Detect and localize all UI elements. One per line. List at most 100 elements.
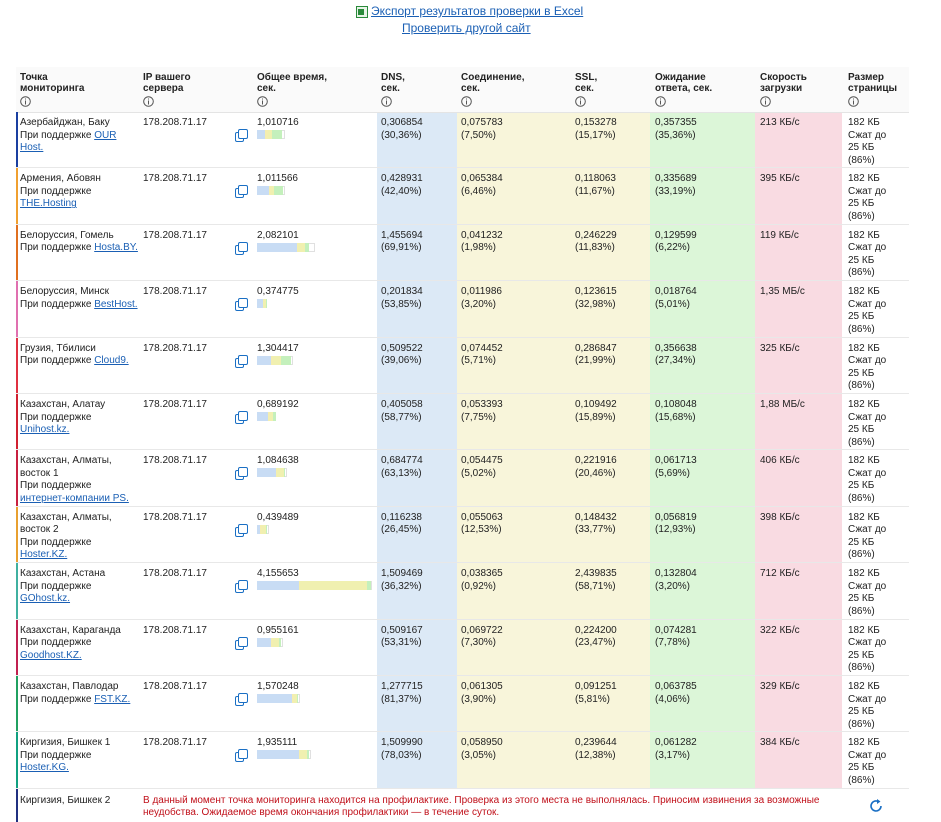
copy-icon[interactable] <box>235 354 248 368</box>
speed: 406 КБ/с <box>760 455 800 467</box>
header-cell: DNS, сек. <box>381 72 405 94</box>
conn-value: 0,054475 <box>461 455 503 467</box>
wait-value: 0,108048 <box>655 399 697 410</box>
time-bar <box>292 694 295 703</box>
copy-icon[interactable] <box>235 693 248 706</box>
header-cell: Общее время, сек. <box>257 72 327 94</box>
host-link[interactable]: OUR Host. <box>20 129 117 154</box>
page-size: 182 КБ Сжат до 25 КБ (86%) <box>848 342 887 392</box>
dns-value: 1,455694 <box>381 229 423 241</box>
conn-percent: (7,75%) <box>461 411 497 423</box>
host-link[interactable]: Unihost.kz. <box>20 424 70 435</box>
dns-percent: (78,03%) <box>381 749 422 761</box>
page-size: 182 КБ Сжат до 25 КБ (86%) <box>848 624 887 674</box>
host-link[interactable]: Hosta.BY. <box>94 242 138 254</box>
host-link[interactable]: BestHost. <box>94 298 138 310</box>
info-icon <box>381 96 392 107</box>
host-link[interactable]: THE.Hosting <box>20 198 77 210</box>
wait-percent: (7,78%) <box>655 637 691 649</box>
time-bar <box>271 637 274 647</box>
ssl-percent: (23,47%) <box>575 637 616 649</box>
dns-value: 1,509469 <box>381 568 423 580</box>
header-bg <box>16 67 909 113</box>
conn-percent: (7,50%) <box>461 129 497 141</box>
row-accent <box>16 112 18 169</box>
host-link[interactable]: Goodhost.KZ. <box>20 649 82 661</box>
page-size: 182 КБ Сжат до 25 КБ (86%) <box>848 511 887 561</box>
time-bar <box>268 412 270 421</box>
dns-percent: (69,91%) <box>381 242 422 254</box>
ip: 178.208.71.17 <box>143 342 207 354</box>
dns-percent: (36,32%) <box>381 580 422 592</box>
maintenance-message: В данный момент точка мониторинга находи… <box>143 794 820 819</box>
info-icon <box>848 96 859 107</box>
time-bar <box>265 524 268 534</box>
header-cell: Скорость загрузки <box>760 72 807 94</box>
excel-icon <box>356 6 368 18</box>
location: Грузия, Тбилиси <box>20 342 96 354</box>
wait-value: 0,056819 <box>655 511 697 523</box>
copy-icon[interactable] <box>235 523 248 537</box>
conn-percent: (6,46%) <box>461 185 497 197</box>
time-bar <box>307 750 309 760</box>
copy-icon[interactable] <box>235 185 248 199</box>
time-bar <box>298 581 300 591</box>
location-cell: Казахстан, Астана При поддержке GOhost.kz… <box>20 568 138 606</box>
ssl-percent: (11,67%) <box>575 185 615 197</box>
support-label: При поддержке <box>20 536 92 548</box>
dns-value: 1,509990 <box>381 737 423 749</box>
total-time: 0,955161 <box>257 624 299 636</box>
ssl-percent: (58,71%) <box>575 580 616 592</box>
wait-value: 0,018764 <box>655 286 697 298</box>
host-link[interactable]: интернет-компании PS. <box>20 492 129 504</box>
time-bar <box>257 524 261 534</box>
export-link[interactable]: Экспорт результатов проверки в Excel <box>371 4 584 18</box>
row-divider <box>16 336 909 338</box>
support-label: При поддержке <box>20 298 92 310</box>
host-link[interactable]: Cloud9. <box>94 355 129 367</box>
host-link[interactable]: GOhost.kz. <box>20 593 71 605</box>
copy-icon[interactable] <box>235 749 248 763</box>
check-link[interactable]: Проверить другой сайт <box>402 21 531 35</box>
ssl-value: 0,109492 <box>575 399 617 410</box>
location: Азербайджан, Баку <box>20 117 110 128</box>
host-link[interactable]: Hoster.KZ. <box>20 549 68 561</box>
ssl-value: 0,123615 <box>575 286 617 298</box>
ssl-percent: (20,46%) <box>575 467 616 479</box>
time-bar <box>298 242 306 252</box>
copy-icon[interactable] <box>235 129 248 142</box>
row-divider <box>16 731 909 733</box>
wait-percent: (27,34%) <box>655 355 696 367</box>
row-divider <box>16 787 909 789</box>
conn-percent: (5,71%) <box>461 355 497 367</box>
support-label: При поддержке <box>20 749 92 761</box>
copy-icon[interactable] <box>235 241 248 255</box>
conn-value: 0,055063 <box>461 511 503 523</box>
dns-percent: (63,13%) <box>381 467 422 479</box>
conn-percent: (3,20%) <box>461 298 497 310</box>
info-icon <box>143 96 154 107</box>
page-size: 182 КБ Сжат до 25 КБ (86%) <box>848 681 887 730</box>
support-label: При поддержке <box>20 580 92 592</box>
copy-icon[interactable] <box>235 580 248 594</box>
copy-icon[interactable] <box>235 467 248 481</box>
header-cell: Соединение, сек. <box>461 72 525 94</box>
time-bar <box>257 412 269 421</box>
host-link[interactable]: FST.KZ. <box>94 693 131 705</box>
host-link[interactable]: Hoster.KG. <box>20 762 69 774</box>
speed: 213 КБ/с <box>760 117 800 128</box>
page-size: 182 КБ Сжат до 25 КБ (86%) <box>848 568 887 617</box>
time-bar <box>273 355 282 365</box>
copy-icon[interactable] <box>235 411 248 424</box>
time-bar <box>257 355 272 365</box>
refresh-icon[interactable] <box>868 798 884 814</box>
copy-icon[interactable] <box>235 636 248 650</box>
info-icon <box>20 96 31 107</box>
location: Казахстан, Караганда <box>20 624 121 636</box>
time-bar <box>272 412 276 421</box>
total-time: 1,084638 <box>257 455 299 467</box>
ssl-percent: (12,38%) <box>575 749 616 761</box>
ssl-percent: (5,81%) <box>575 693 611 705</box>
copy-icon[interactable] <box>235 298 248 312</box>
conn-value: 0,061305 <box>461 681 503 692</box>
